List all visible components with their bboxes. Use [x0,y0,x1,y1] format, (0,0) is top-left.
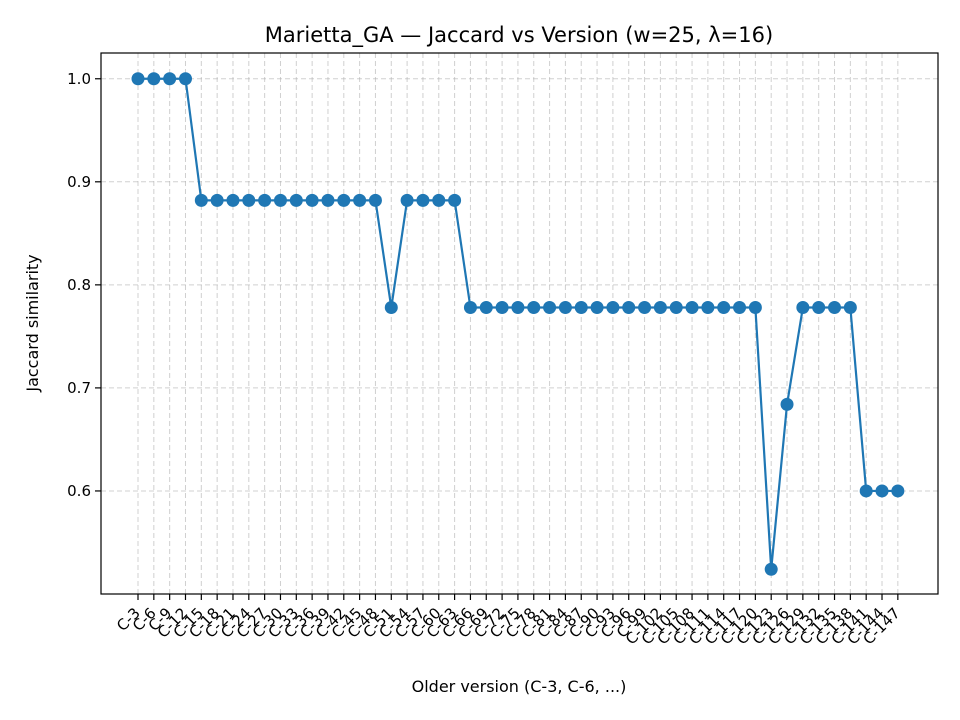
data-point [828,301,842,315]
data-point [432,193,446,207]
data-point [416,193,430,207]
data-point [574,301,588,315]
series-points [131,72,905,576]
data-point [685,301,699,315]
data-point [258,193,272,207]
data-point [701,301,715,315]
data-point [748,301,762,315]
data-point [527,301,541,315]
data-point [590,301,604,315]
data-point [653,301,667,315]
plot-area-frame [100,52,939,595]
data-point [210,193,224,207]
data-point [400,193,414,207]
data-point [717,301,731,315]
data-point [843,301,857,315]
data-point [543,301,557,315]
x-axis-label: Older version (C-3, C-6, ...) [412,677,627,696]
data-point [622,301,636,315]
y-tick-label: 0.6 [67,482,91,500]
data-point [859,484,873,498]
data-point [495,301,509,315]
data-point [669,301,683,315]
data-point [337,193,351,207]
data-point [273,193,287,207]
data-point [384,301,398,315]
data-point [891,484,905,498]
data-point [178,72,192,86]
data-point [194,193,208,207]
data-point [242,193,256,207]
y-axis-ticks: 0.6 0.7 0.8 0.9 1.0 [67,70,101,500]
data-point [305,193,319,207]
data-point [780,397,794,411]
data-point [131,72,145,86]
data-point [764,562,778,576]
data-point [638,301,652,315]
y-tick-label: 1.0 [67,70,91,88]
y-axis-label: Jaccard similarity [23,254,42,392]
data-point [147,72,161,86]
data-point [875,484,889,498]
data-point [606,301,620,315]
data-point [289,193,303,207]
data-point [558,301,572,315]
y-tick-label: 0.8 [67,276,91,294]
data-point [479,301,493,315]
y-tick-label: 0.9 [67,173,91,191]
data-point [226,193,240,207]
data-point [796,301,810,315]
data-point [448,193,462,207]
data-point [733,301,747,315]
chart-title: Marietta_GA — Jaccard vs Version (w=25, … [265,23,773,48]
data-point [368,193,382,207]
data-point [511,301,525,315]
grid [101,53,938,594]
data-point [321,193,335,207]
y-tick-label: 0.7 [67,379,91,397]
data-point [163,72,177,86]
data-point [463,301,477,315]
data-point [812,301,826,315]
data-point [353,193,367,207]
